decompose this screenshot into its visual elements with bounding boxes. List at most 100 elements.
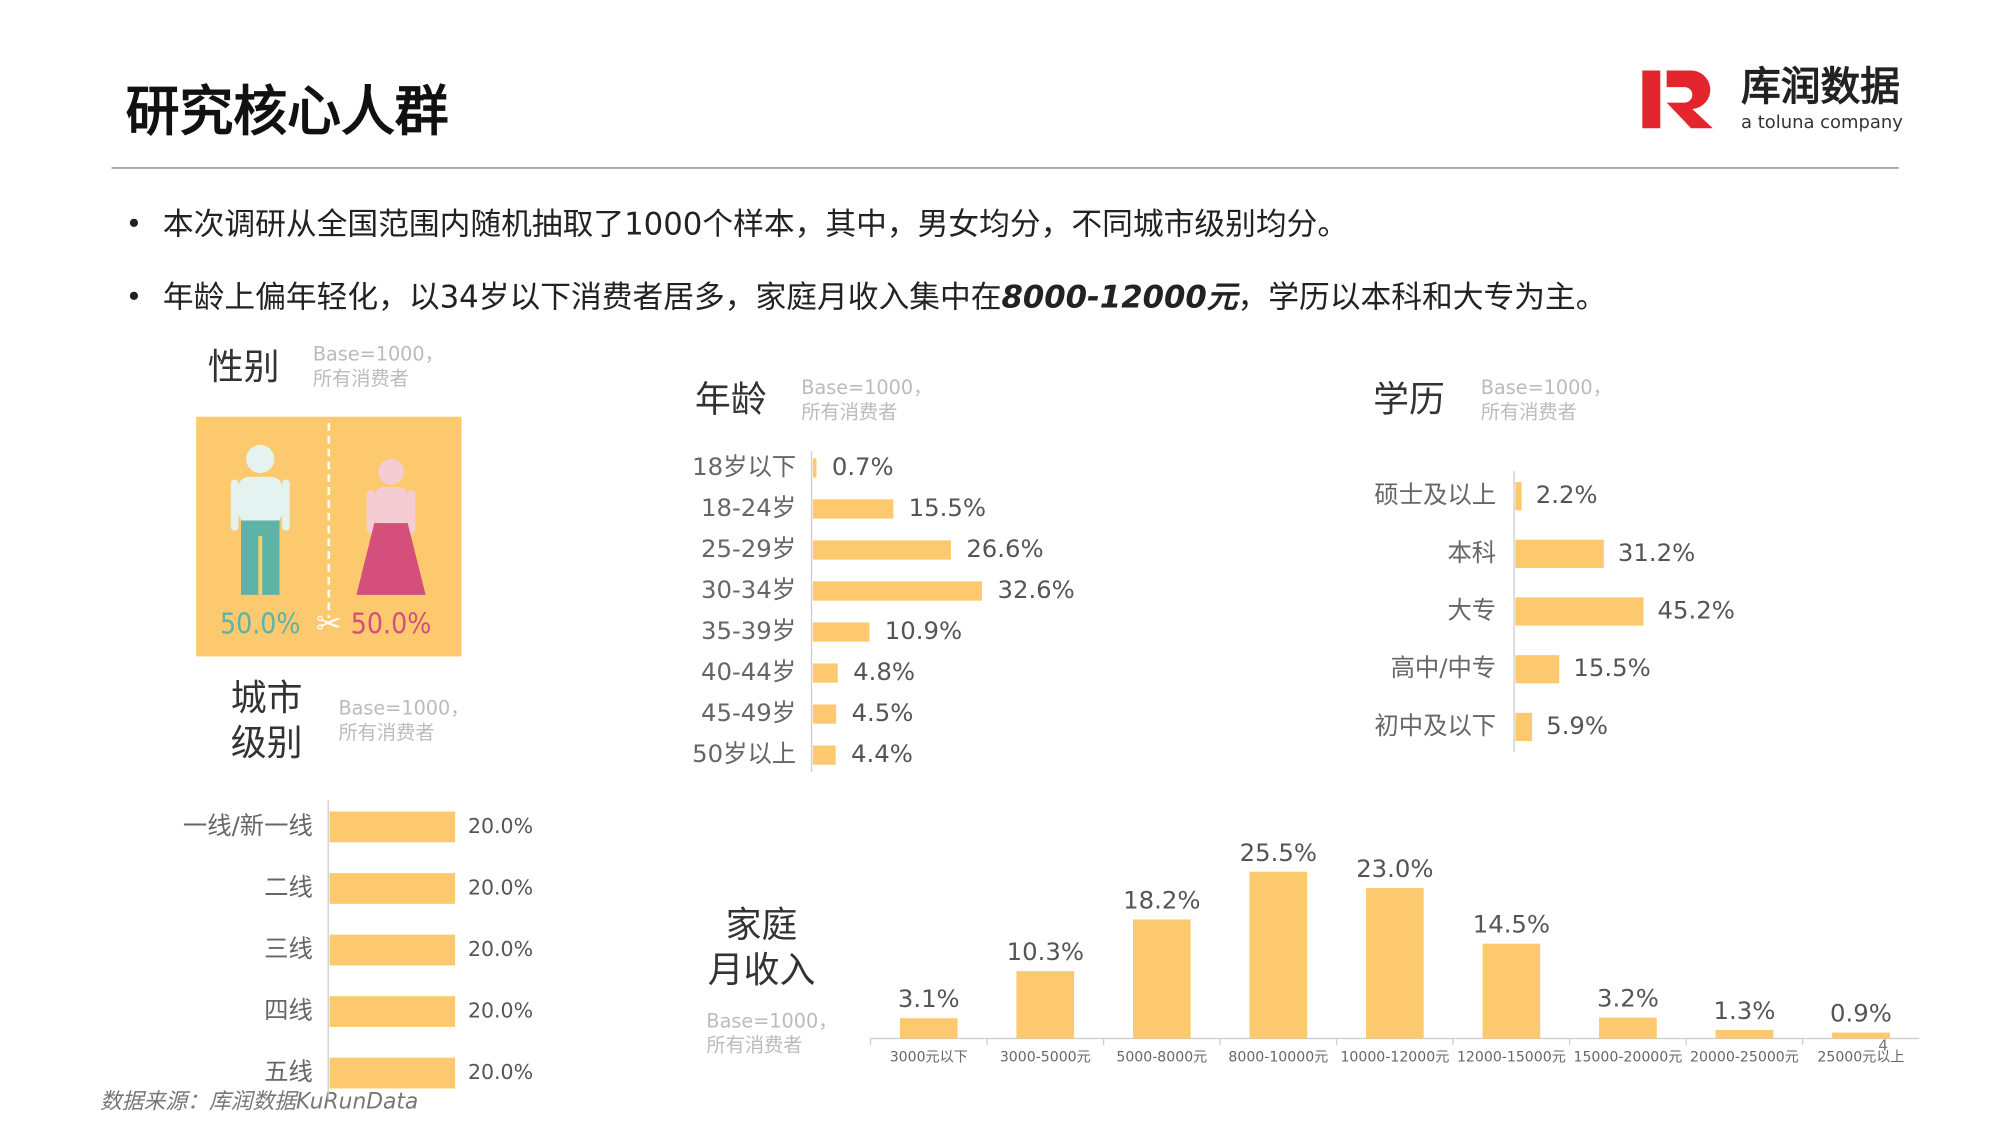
bullet-text: 本次调研从全国范围内随机抽取了1000个样本，其中，男女均分，不同城市级别均分。 (163, 206, 1348, 242)
chart-title: 性别 (208, 347, 280, 388)
bar (812, 704, 837, 724)
bullet-dot: • (126, 208, 143, 241)
scissors: ✂ (316, 606, 342, 642)
bar (812, 499, 894, 519)
bar (1715, 1029, 1774, 1039)
female-figure (356, 458, 426, 595)
category-label: 一线/新一线 (183, 811, 313, 840)
bar (1515, 539, 1604, 568)
category-label: 25-29岁 (701, 534, 796, 563)
base-note: Base=1000， (801, 376, 932, 399)
value-label: 50.0% (220, 608, 301, 641)
base-note: Base=1000， (338, 696, 469, 719)
bar (1016, 971, 1075, 1039)
base-note: Base=1000， (1481, 376, 1612, 399)
source-note: 数据来源：库润数据KuRunData (100, 1090, 418, 1115)
chart-title: 年龄 (695, 379, 767, 420)
bullet: 年龄上偏年轻化，以34岁以下消费者居多，家庭月收入集中在8000-12000元，… (163, 279, 1607, 315)
figure-dress (356, 523, 426, 595)
category-label: 3000元以下 (890, 1050, 968, 1066)
category-label: 12000-15000元 (1457, 1050, 1566, 1066)
chart-title: 级别 (231, 723, 303, 764)
chart-title: 家庭 (726, 905, 798, 946)
category-label: 二线 (264, 872, 313, 901)
value-label: 3.1% (898, 984, 960, 1013)
figure-gap (258, 535, 263, 595)
value-label: 4.5% (852, 698, 914, 727)
bullet: 本次调研从全国范围内随机抽取了1000个样本，其中，男女均分，不同城市级别均分。 (163, 206, 1348, 242)
category-label: 10000-12000元 (1340, 1050, 1449, 1066)
figure-head (378, 458, 404, 485)
value-label: 3.2% (1597, 984, 1659, 1013)
figure-head (246, 444, 275, 474)
logo-r1 (1642, 70, 1661, 129)
figure-body (238, 476, 283, 524)
category-label: 五线 (264, 1057, 313, 1086)
chart-title: 学历 (1373, 379, 1445, 420)
value-label: 25.5% (1240, 838, 1317, 867)
bar (1599, 1017, 1657, 1039)
value-label: 23.0% (1356, 854, 1433, 883)
base-note: Base=1000， (706, 1009, 837, 1032)
value-label: 4.8% (853, 657, 915, 686)
bar (329, 996, 456, 1027)
category-label: 本科 (1447, 538, 1496, 567)
figure-arm (230, 479, 239, 531)
figure-arm (407, 489, 416, 534)
male-figure (230, 444, 290, 595)
bar (1515, 597, 1644, 626)
value-label: 18.2% (1123, 886, 1200, 915)
value-label: 50.0% (351, 608, 432, 641)
category-label: 硕士及以上 (1374, 480, 1496, 509)
category-label: 45-49岁 (701, 698, 796, 727)
value-label: 10.3% (1007, 937, 1084, 966)
value-label: 15.5% (1573, 653, 1650, 682)
value-label: 1.3% (1714, 996, 1776, 1025)
bar (812, 458, 817, 478)
bar (1132, 919, 1191, 1039)
base-note: 所有消费者 (338, 721, 434, 744)
page-title: 研究核心人群 (126, 80, 449, 143)
category-label: 初中及以下 (1374, 711, 1496, 740)
bar (329, 811, 456, 843)
bar (329, 873, 456, 904)
bullet-text: ，学历以本科和大专为主。 (1238, 279, 1607, 315)
base-note: 所有消费者 (801, 400, 897, 423)
bar (1832, 1032, 1890, 1039)
category-label: 8000-10000元 (1228, 1050, 1328, 1066)
value-label: 20.0% (468, 1060, 533, 1084)
bar (812, 663, 838, 683)
category-label: 18-24岁 (701, 493, 796, 522)
category-label: 35-39岁 (701, 616, 796, 645)
value-label: 4.4% (851, 739, 913, 768)
base-note: 所有消费者 (313, 367, 409, 390)
bullet-dot: • (126, 281, 143, 314)
value-label: 0.9% (1830, 999, 1892, 1028)
category-label: 25000元以上 (1817, 1050, 1904, 1066)
value-label: 14.5% (1473, 910, 1550, 939)
value-label: 45.2% (1658, 596, 1735, 625)
bar (1366, 888, 1424, 1039)
category-label: 30-34岁 (701, 575, 796, 604)
category-label: 3000-5000元 (1000, 1050, 1091, 1066)
base-note: 所有消费者 (1481, 400, 1577, 423)
figure-body (374, 487, 408, 526)
value-label: 31.2% (1618, 538, 1695, 567)
value-label: 15.5% (909, 493, 986, 522)
category-label: 大专 (1447, 596, 1496, 625)
value-label: 0.7% (832, 452, 894, 481)
category-label: 高中/中专 (1391, 653, 1497, 682)
figure-arm (282, 479, 290, 531)
bar (812, 581, 983, 601)
value-label: 20.0% (468, 875, 533, 899)
value-label: 32.6% (997, 575, 1074, 604)
bar (1515, 712, 1533, 742)
bar (329, 934, 456, 966)
logo-name: 库润数据 (1741, 64, 1900, 110)
value-label: 20.0% (468, 937, 533, 961)
page-number: 4 (1878, 1037, 1888, 1055)
category-label: 三线 (264, 934, 313, 963)
logo-mark (1642, 70, 1713, 129)
